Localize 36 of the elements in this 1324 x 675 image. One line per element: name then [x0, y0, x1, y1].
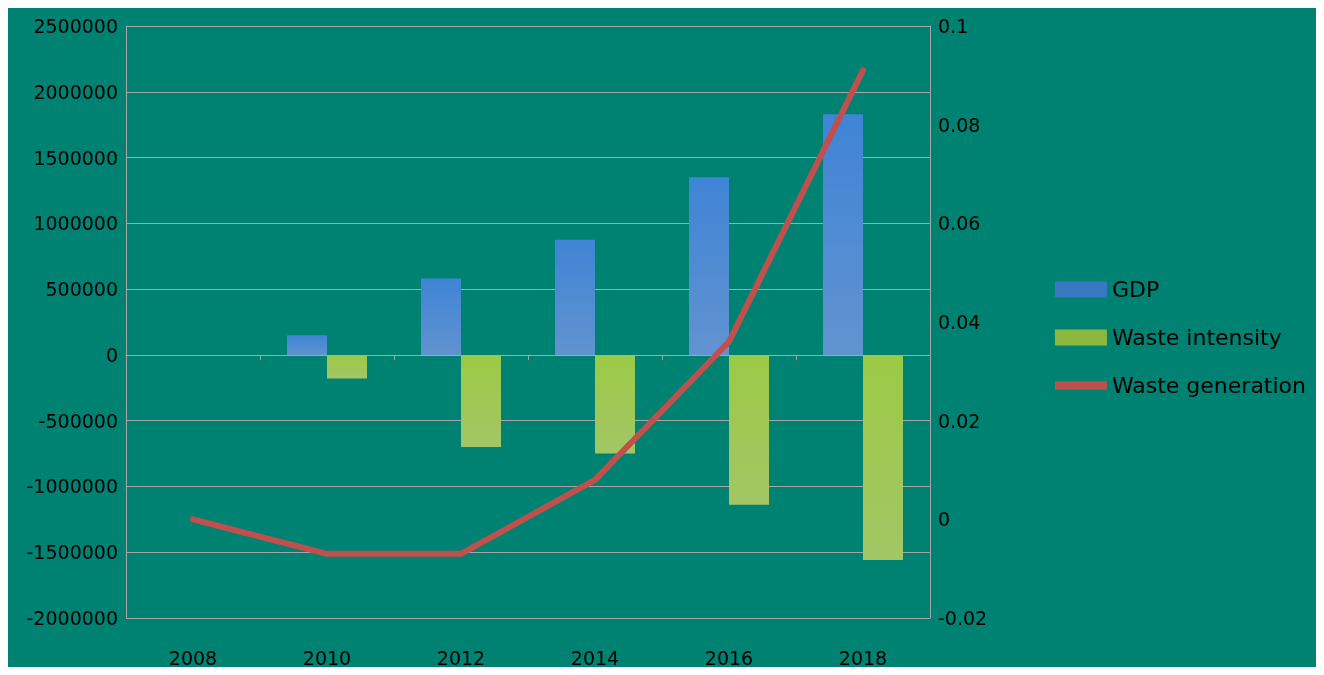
- y-tick-label: 2000000: [33, 80, 118, 103]
- y2-tick-label: 0.02: [938, 409, 981, 432]
- x-tick-label: 2010: [302, 646, 352, 669]
- legend-label: Waste generation: [1111, 373, 1306, 398]
- x-tick-label: 2018: [838, 646, 888, 669]
- y-tick-label: -500000: [38, 409, 118, 432]
- y-tick-label: -2000000: [26, 607, 118, 629]
- y2-tick-label: 0.08: [938, 113, 981, 136]
- legend-label: GDP: [1111, 277, 1160, 302]
- y-tick-label: 0: [105, 343, 118, 366]
- bar: [327, 354, 367, 379]
- legend-label: Waste intensity: [1111, 325, 1282, 350]
- bar: [287, 335, 327, 355]
- bar: [555, 239, 595, 355]
- y2-tick-label: -0.02: [938, 607, 988, 629]
- y-tick-label: 1500000: [33, 146, 118, 169]
- bar: [863, 354, 903, 561]
- y2-tick-label: 0.06: [938, 212, 981, 235]
- y2-tick-label: 0.1: [938, 15, 969, 37]
- y-tick-label: 1000000: [33, 212, 118, 235]
- bar: [595, 354, 635, 454]
- x-tick-label: 2016: [704, 646, 754, 669]
- x-tick-label: 2012: [436, 646, 486, 669]
- bar: [823, 114, 863, 355]
- bar: [689, 177, 729, 355]
- bar: [461, 354, 501, 447]
- y-tick-label: -1000000: [26, 475, 118, 498]
- y2-tick-label: 0: [938, 508, 951, 531]
- x-tick-label: 2014: [570, 646, 620, 669]
- y2-tick-label: 0.04: [938, 311, 981, 333]
- bar: [729, 354, 769, 505]
- bar: [421, 278, 461, 355]
- x-tick-label: 2008: [168, 646, 218, 669]
- y-tick-label: 2500000: [33, 15, 118, 37]
- y-tick-label: 500000: [45, 278, 118, 301]
- y-tick-label: -1500000: [26, 541, 118, 564]
